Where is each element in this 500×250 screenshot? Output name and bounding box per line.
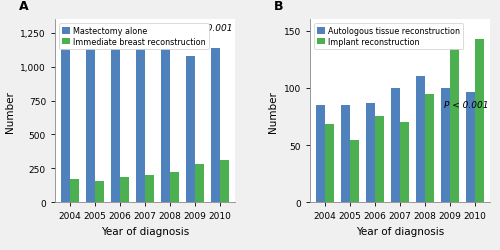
Bar	[466, 93, 475, 202]
Bar	[170, 173, 179, 203]
Bar	[61, 41, 70, 202]
Bar	[111, 45, 120, 203]
Legend: Autologous tissue reconstruction, Implant reconstruction: Autologous tissue reconstruction, Implan…	[314, 24, 463, 50]
Bar	[195, 164, 204, 202]
Bar	[161, 41, 170, 202]
Bar	[366, 103, 375, 202]
Bar	[350, 141, 359, 203]
Bar	[475, 40, 484, 202]
Bar	[86, 45, 95, 203]
Bar	[220, 160, 229, 202]
Text: B: B	[274, 0, 284, 13]
Bar	[211, 48, 220, 203]
Bar	[400, 123, 409, 202]
Bar	[416, 77, 425, 202]
Bar	[391, 88, 400, 202]
Bar	[325, 125, 334, 202]
Bar	[136, 37, 145, 202]
Bar	[145, 176, 154, 203]
Bar	[450, 40, 459, 202]
Bar	[316, 106, 325, 202]
Legend: Mastectomy alone, Immediate breast reconstruction: Mastectomy alone, Immediate breast recon…	[59, 24, 208, 50]
Text: A: A	[19, 0, 28, 13]
Text: P < 0.001: P < 0.001	[444, 100, 488, 109]
X-axis label: Year of diagnosis: Year of diagnosis	[356, 226, 444, 236]
Bar	[425, 94, 434, 202]
X-axis label: Year of diagnosis: Year of diagnosis	[101, 226, 189, 236]
Y-axis label: Number: Number	[4, 90, 15, 132]
Bar	[120, 178, 129, 203]
Bar	[341, 106, 350, 202]
Bar	[70, 179, 79, 203]
Text: P < 0.001: P < 0.001	[188, 24, 233, 32]
Bar	[186, 57, 195, 203]
Bar	[95, 181, 104, 203]
Bar	[375, 117, 384, 202]
Bar	[441, 88, 450, 202]
Y-axis label: Number: Number	[268, 90, 278, 132]
